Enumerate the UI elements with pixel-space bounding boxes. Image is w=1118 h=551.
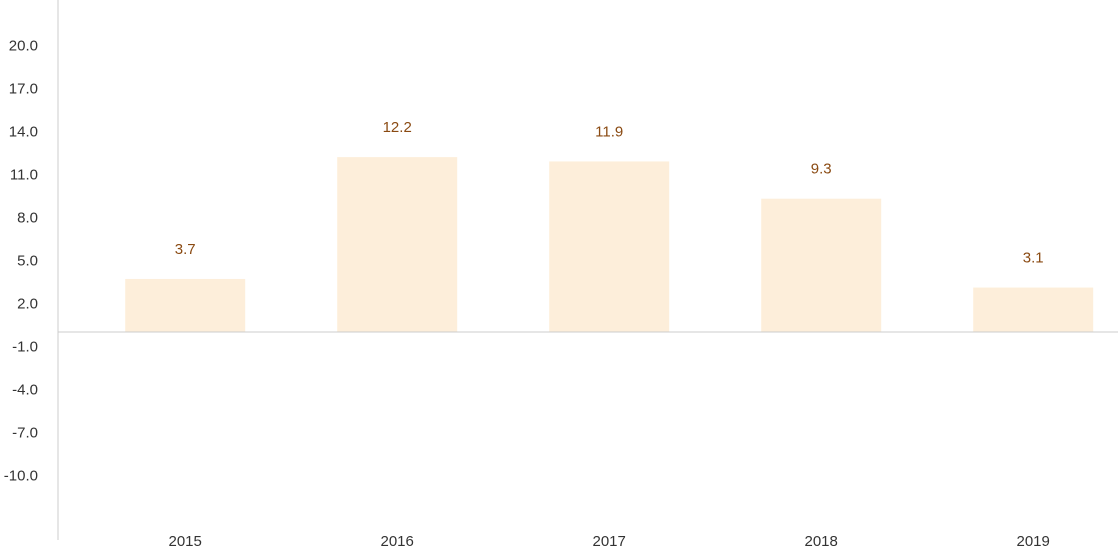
x-axis-labels: 2015 2016 2017 2018 2019 — [169, 533, 1050, 550]
data-label-2016: 12.2 — [383, 119, 412, 136]
data-label-2015: 3.7 — [175, 241, 196, 258]
x-tick-label-2019: 2019 — [1017, 533, 1050, 550]
y-tick-label: 14.0 — [9, 123, 38, 140]
y-tick-label: 17.0 — [9, 80, 38, 97]
bar-2015 — [125, 278, 246, 332]
y-tick-label: 2.0 — [17, 295, 38, 312]
y-axis-labels: -10.0 -7.0 -4.0 -1.0 2.0 5.0 8.0 11.0 14.0 17.0 20… — [4, 37, 38, 484]
x-tick-label-2015: 2015 — [169, 533, 202, 550]
x-tick-label-2018: 2018 — [805, 533, 838, 550]
data-label-2018: 9.3 — [811, 161, 832, 178]
y-tick-label: 8.0 — [17, 209, 38, 226]
data-label-2017: 11.9 — [595, 123, 623, 140]
y-tick-label: 20.0 — [9, 37, 38, 54]
y-tick-label: -7.0 — [12, 424, 38, 441]
x-tick-label-2016: 2016 — [381, 533, 414, 550]
data-label-2019: 3.1 — [1023, 250, 1044, 267]
y-tick-label: 11.0 — [10, 166, 38, 183]
y-tick-label: -4.0 — [12, 381, 38, 398]
bar-2019 — [973, 287, 1094, 332]
bar-2017 — [549, 161, 670, 332]
bar-2016 — [337, 157, 458, 332]
y-tick-label: -1.0 — [12, 338, 38, 355]
y-tick-label: -10.0 — [4, 467, 38, 484]
x-tick-label-2017: 2017 — [593, 533, 626, 550]
y-tick-label: 5.0 — [17, 252, 38, 269]
bars — [125, 157, 1094, 332]
data-labels: 3.7 12.2 11.9 9.3 3.1 — [175, 119, 1044, 266]
bar-2018 — [761, 198, 882, 332]
